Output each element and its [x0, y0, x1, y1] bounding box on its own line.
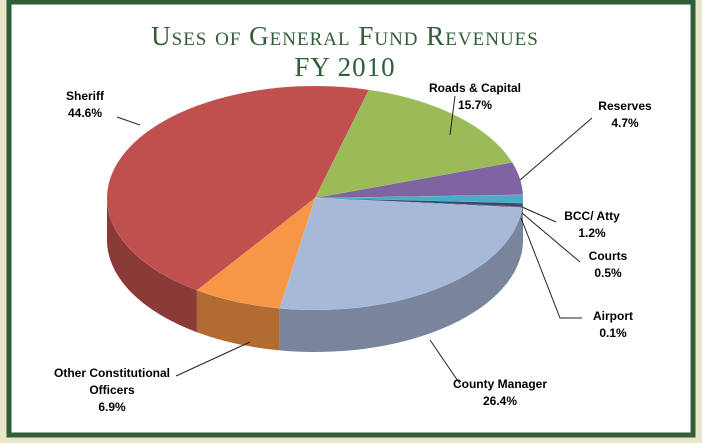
category-label: Sheriff	[66, 89, 105, 103]
value-label: 44.6%	[68, 106, 102, 120]
slice-side	[196, 290, 280, 351]
leader-line	[521, 206, 557, 223]
category-label: Courts	[589, 249, 628, 263]
category-label: Airport	[593, 309, 633, 323]
category-label: Other Constitutional Officers	[54, 366, 170, 397]
chart-subtitle: FY 2010	[294, 52, 395, 82]
leader-line	[429, 339, 461, 385]
slice-side	[279, 207, 523, 352]
value-label: 6.9%	[98, 400, 126, 414]
slice	[314, 162, 524, 199]
labels: Roads & Capital 15.7% Reserves 4.7% BCC/ Att…	[54, 81, 652, 414]
leader-line	[449, 95, 456, 136]
value-label: 4.7%	[611, 116, 639, 130]
leader-line	[116, 116, 141, 126]
value-label: 1.2%	[578, 226, 606, 240]
value-label: 15.7%	[458, 98, 492, 112]
slice	[314, 194, 524, 204]
value-label: 0.1%	[599, 326, 627, 340]
slice	[196, 197, 316, 309]
leader-line	[519, 117, 593, 181]
pie	[106, 85, 524, 352]
category-label: Roads & Capital	[429, 81, 521, 95]
value-label: 0.5%	[594, 266, 622, 280]
category-label: Reserves	[598, 99, 652, 113]
leader-line	[521, 212, 581, 263]
leader-line	[175, 341, 251, 377]
category-label: County Manager	[453, 377, 547, 391]
leader-line	[520, 217, 582, 319]
value-label: 26.4%	[483, 394, 517, 408]
chart-title: Uses of General Fund Revenues	[151, 21, 539, 51]
slice-side	[107, 198, 197, 333]
slice	[314, 89, 513, 199]
slice	[106, 85, 370, 291]
slice	[279, 197, 523, 311]
category-label: BCC/ Atty	[564, 209, 620, 223]
